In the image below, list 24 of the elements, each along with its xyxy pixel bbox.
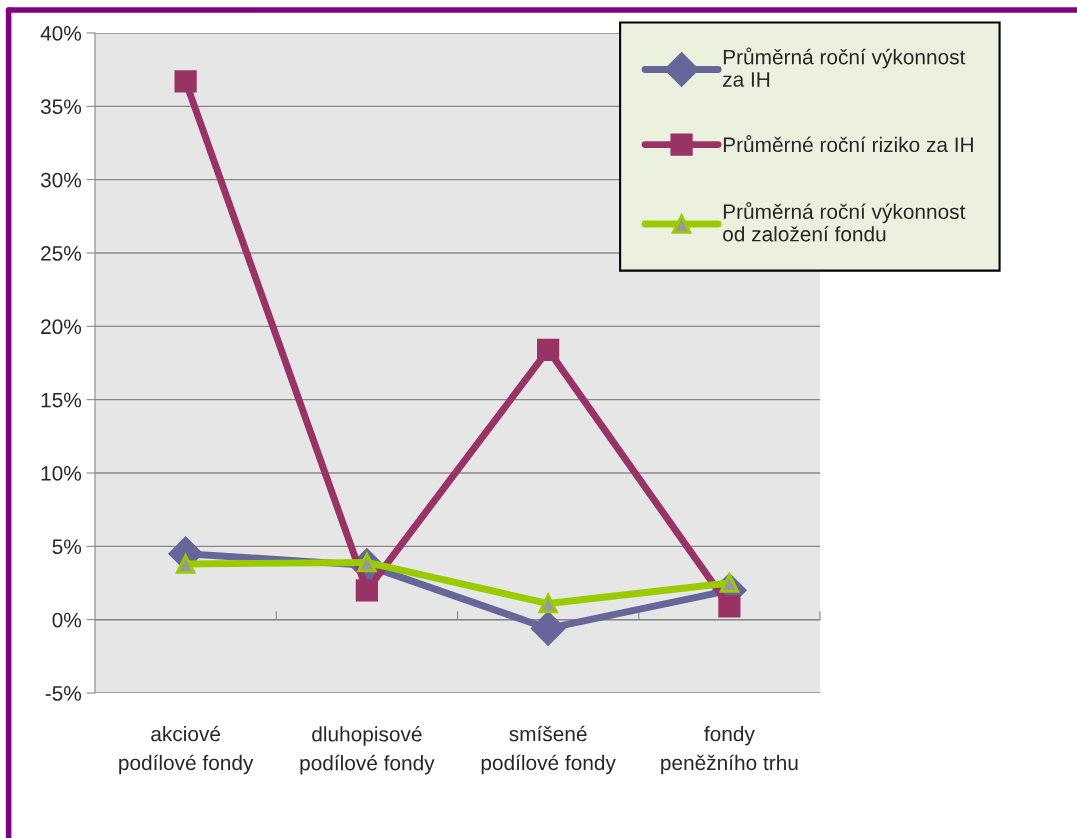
legend-label: Průměrná roční výkonnost za IH — [723, 47, 966, 87]
y-tick-label: 30% — [40, 172, 82, 188]
x-tick-label: smíšené podílové fondy — [481, 725, 616, 775]
x-tick-label: akciové podílové fondy — [119, 725, 254, 775]
point — [537, 338, 560, 361]
y-tick-label: 15% — [41, 392, 82, 408]
point — [175, 554, 196, 574]
y-tick-label: 25% — [41, 246, 82, 261]
point — [531, 611, 566, 646]
x-tick-label: dluhopisové podílové fondy — [300, 726, 435, 775]
point — [174, 70, 197, 93]
y-tick-label: -5% — [45, 686, 82, 701]
y-tick-label: 5% — [52, 539, 82, 555]
y-tick-label: 0% — [52, 612, 82, 628]
legend-label: Průměrná roční výkonnost od založení fondu — [723, 202, 966, 242]
y-tick-label: 10% — [41, 466, 82, 481]
point — [538, 593, 558, 614]
y-tick-label: 20% — [41, 319, 82, 335]
y-tick-label: 35% — [40, 99, 82, 115]
point — [355, 579, 378, 602]
point — [718, 595, 741, 618]
legend-label: Průměrné roční riziko za IH — [723, 135, 973, 153]
x-tick-label: fondy peněžního trhu — [661, 726, 798, 775]
y-tick-label: 40% — [40, 26, 82, 41]
